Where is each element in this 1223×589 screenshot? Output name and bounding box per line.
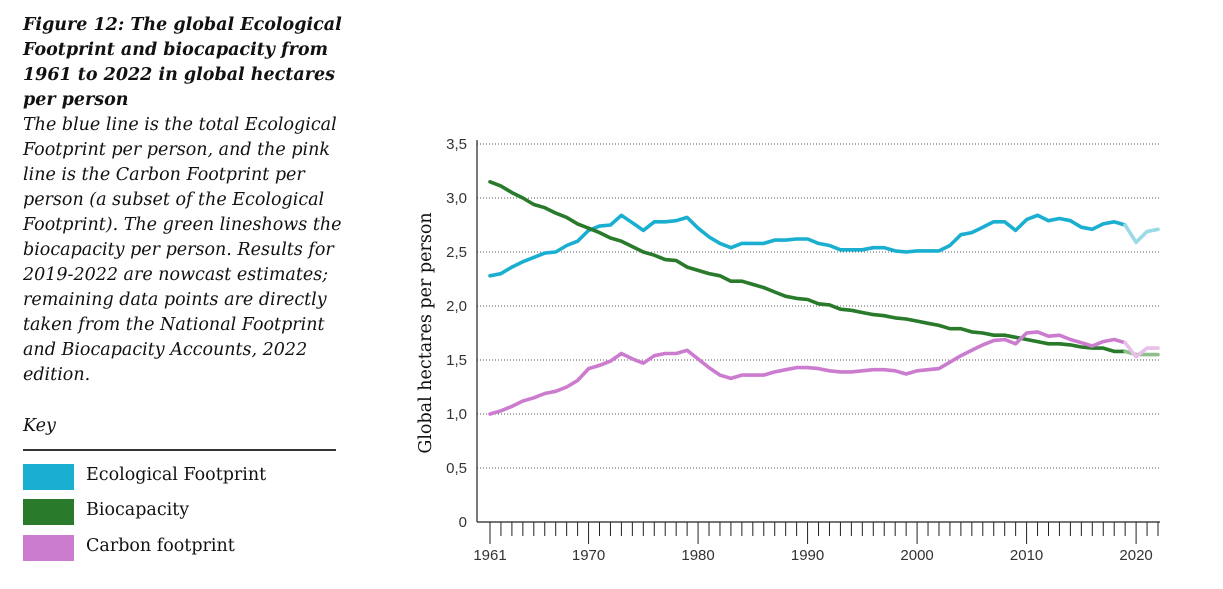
chart-axes: 0 0,5 1,0 1,5 2,0 2,5 3,0 3,5 1961 1970 1980 1990 20… bbox=[446, 136, 1160, 564]
y-tick-label: 0 bbox=[459, 514, 467, 531]
legend-swatch-biocapacity bbox=[23, 499, 74, 525]
chart-series bbox=[488, 179, 1160, 416]
x-tick-label: 2000 bbox=[900, 547, 933, 564]
x-tick-label: 1961 bbox=[473, 547, 506, 564]
figure-caption: Figure 12: The global Ecological Footpri… bbox=[23, 13, 343, 388]
figure-description: The blue line is the total Ecological Fo… bbox=[23, 115, 342, 385]
y-tick-label: 0,5 bbox=[446, 460, 467, 477]
y-tick-label: 2,5 bbox=[446, 244, 467, 261]
x-tick-label: 2010 bbox=[1010, 547, 1043, 564]
legend-label-ecological-footprint: Ecological Footprint bbox=[86, 465, 267, 485]
legend-label-carbon-footprint: Carbon footprint bbox=[86, 536, 235, 556]
x-tick-label: 2020 bbox=[1119, 547, 1152, 564]
chart-gridlines bbox=[477, 143, 1160, 469]
legend-swatch-ecological-footprint bbox=[23, 464, 74, 490]
series-line-ecological-footprint bbox=[488, 213, 1127, 278]
footprint-line-chart: 0 0,5 1,0 1,5 2,0 2,5 3,0 3,5 1961 1970 1980 1990 20… bbox=[416, 136, 1160, 564]
key-heading: Key bbox=[23, 416, 56, 436]
legend-swatch-carbon-footprint bbox=[23, 535, 74, 561]
x-tick-label: 1980 bbox=[681, 547, 714, 564]
series-nowcast-carbon-footprint bbox=[1123, 340, 1160, 359]
y-tick-label: 2,0 bbox=[446, 298, 467, 315]
y-tick-label: 1,5 bbox=[446, 352, 467, 369]
series-line-biocapacity bbox=[488, 179, 1127, 354]
y-tick-label: 3,5 bbox=[446, 136, 467, 153]
x-tick-label: 1970 bbox=[572, 547, 605, 564]
series-nowcast-ecological-footprint bbox=[1123, 223, 1160, 245]
y-axis-title: Global hectares per person bbox=[416, 212, 436, 453]
y-tick-label: 3,0 bbox=[446, 190, 467, 207]
series-line-carbon-footprint bbox=[488, 330, 1127, 416]
key-divider bbox=[23, 449, 336, 451]
figure-title: Figure 12: The global Ecological Footpri… bbox=[23, 15, 342, 110]
legend-label-biocapacity: Biocapacity bbox=[86, 500, 190, 520]
y-tick-label: 1,0 bbox=[446, 406, 467, 423]
x-tick-label: 1990 bbox=[791, 547, 824, 564]
